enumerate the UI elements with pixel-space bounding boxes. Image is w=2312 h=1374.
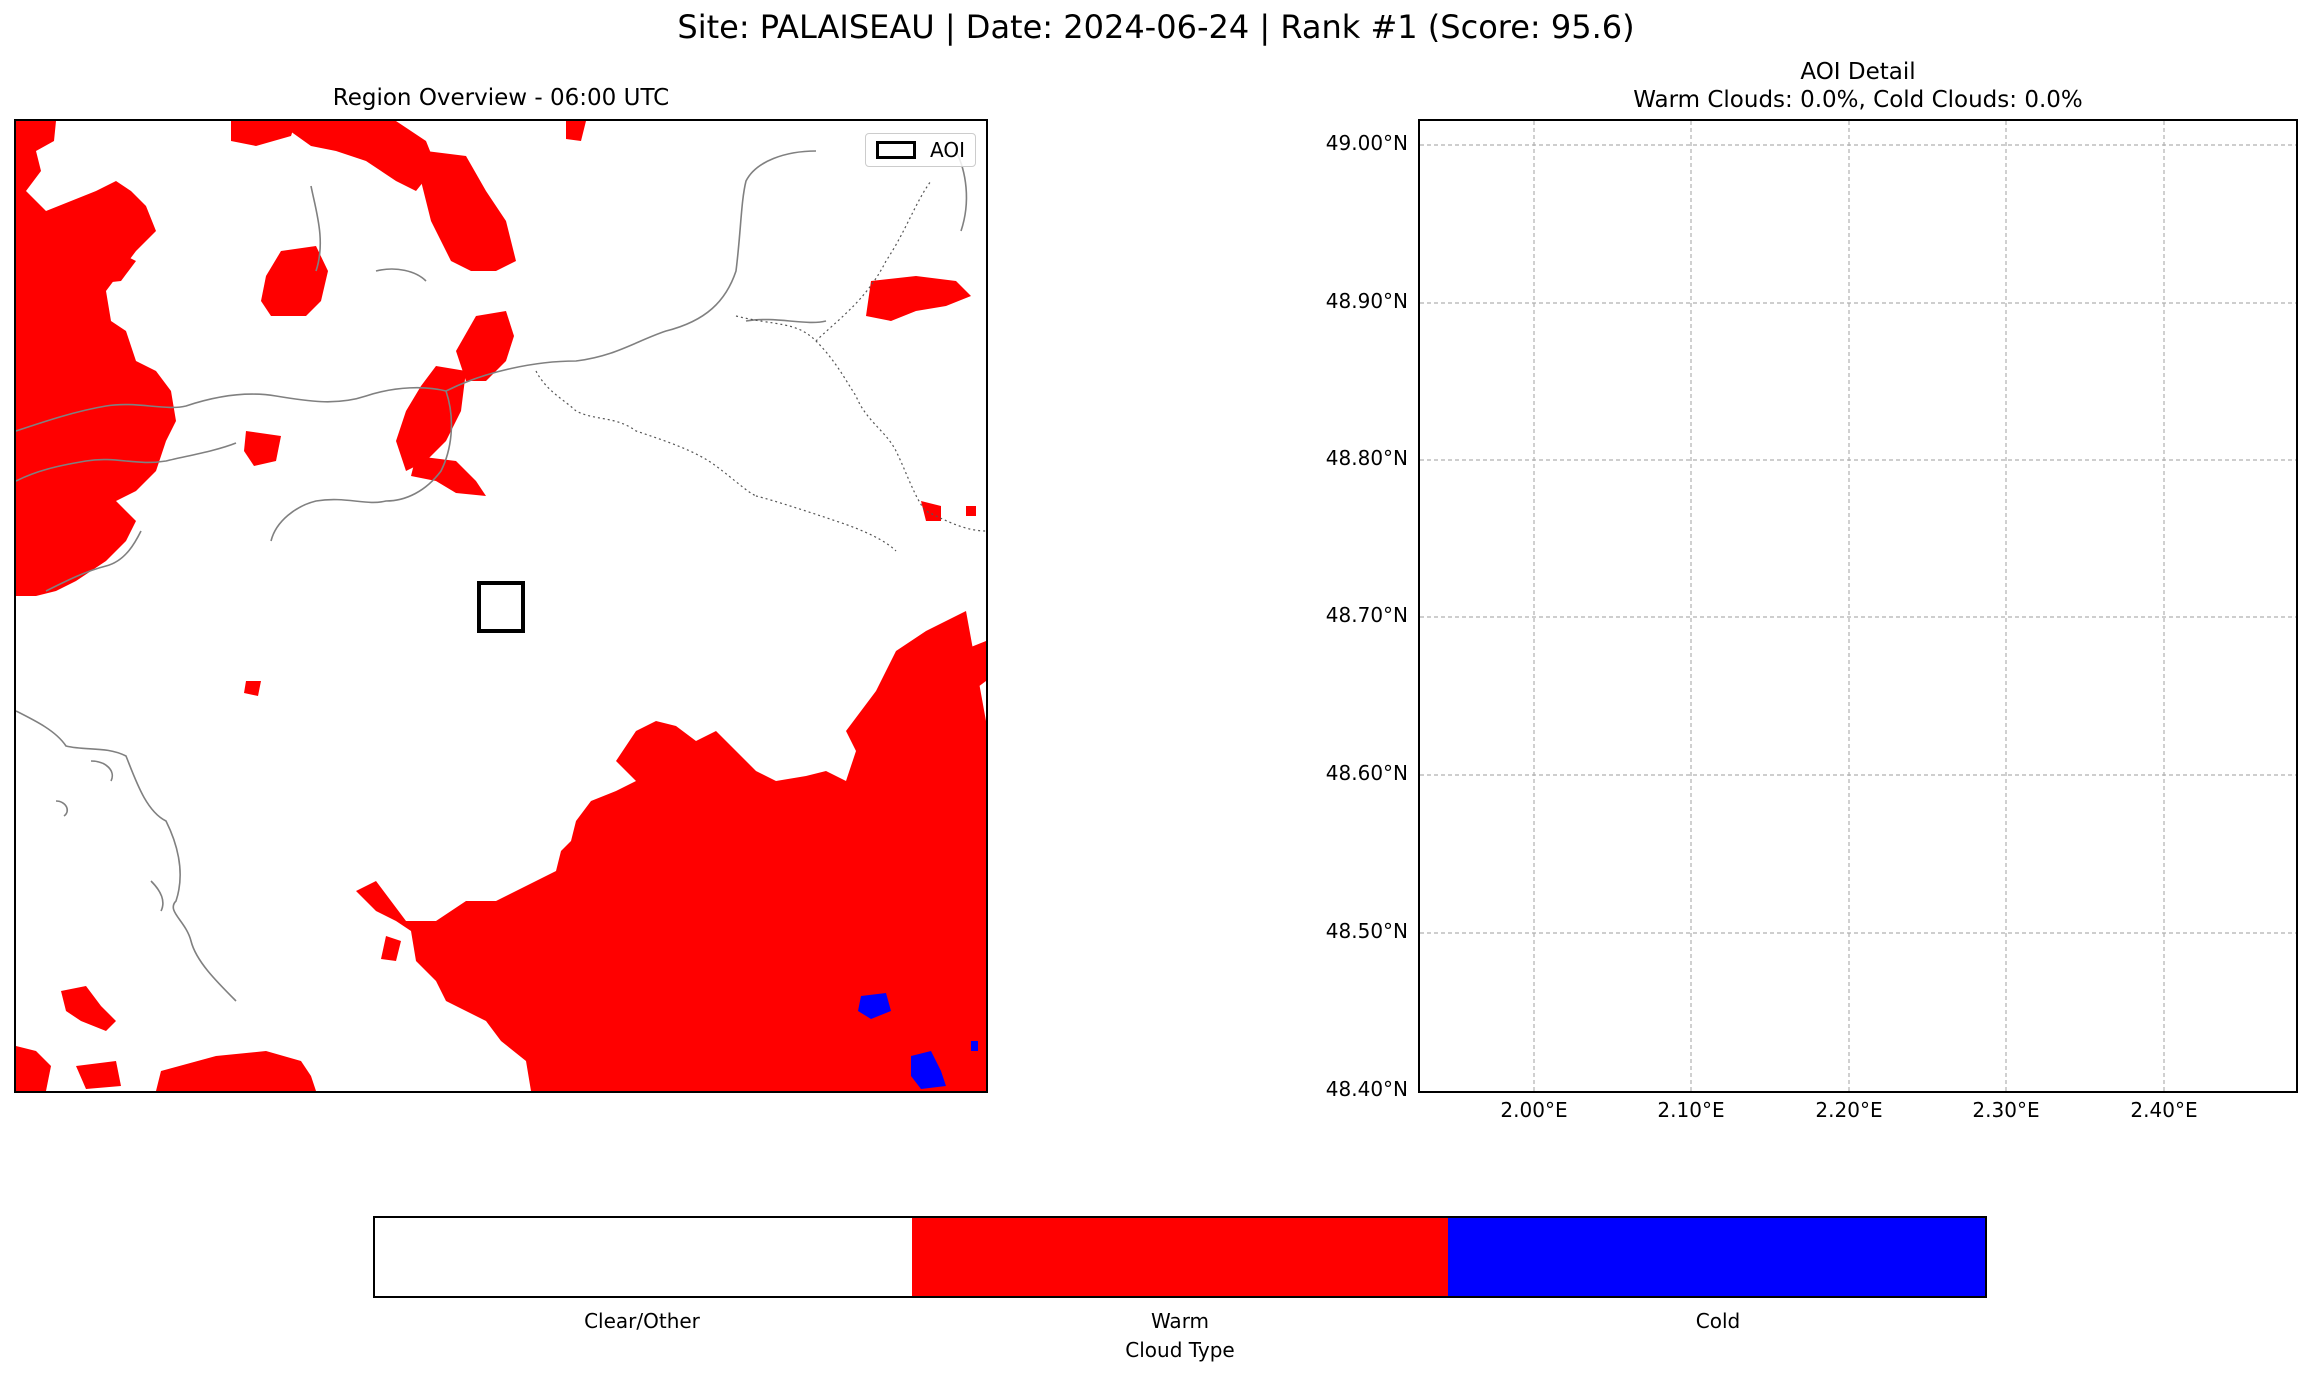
country-border [755,495,897,552]
warm-cloud-region [411,456,486,496]
x-tick-label: 2.10°E [1657,1098,1725,1122]
warm-cloud-region [921,501,941,521]
colorbar-clear-segment [375,1218,912,1296]
coastline [375,268,427,282]
warm-cloud-region [276,121,436,191]
figure-title: Site: PALAISEAU | Date: 2024-06-24 | Ran… [677,8,1635,46]
aoi-detail-map [1418,119,2298,1093]
y-tick-label: 48.50°N [1325,919,1408,943]
country-borders [535,180,986,552]
x-tick-label: 2.40°E [2130,1098,2198,1122]
region-overview-title: Region Overview - 06:00 UTC [332,85,670,111]
warm-cloud-region [531,941,556,961]
warm-cloud-region [244,431,281,466]
warm-cloud-region [261,246,328,316]
warm-cloud-region [566,121,586,141]
colorbar-warm-segment [911,1218,1449,1296]
coastline [16,710,237,1002]
country-border [535,370,757,497]
coastline [90,760,113,782]
warm-cloud-region [871,816,906,846]
warm-cloud-region [866,276,971,321]
warm-cloud-region [356,611,986,1091]
cold-cloud-region [858,993,891,1019]
coastline [445,150,817,392]
warm-cloud-region [244,681,261,696]
coastline [745,318,827,324]
x-tick-label: 2.30°E [1972,1098,2040,1122]
cloud-mask-cold [858,993,978,1089]
y-tick-label: 48.40°N [1325,1077,1408,1101]
warm-cloud-region [651,956,676,976]
warm-cloud-region [381,936,401,961]
region-overview-map: AOI [14,119,988,1093]
y-tick-label: 48.80°N [1325,446,1408,470]
warm-cloud-region [231,121,296,146]
coastline [270,390,453,542]
aoi-detail-title: AOI Detail [1800,59,1916,85]
warm-cloud-region [51,246,136,286]
aoi-box [477,581,525,633]
y-tick-label: 48.60°N [1325,761,1408,785]
y-tick-label: 48.90°N [1325,289,1408,313]
region-overview-svg [16,121,986,1091]
country-border [735,315,986,532]
colorbar-label-cold: Cold [1695,1309,1741,1333]
warm-cloud-region [421,151,516,271]
coastline [150,880,164,912]
warm-cloud-region [456,311,514,381]
warm-cloud-region [916,851,956,886]
cold-cloud-region [911,1051,946,1089]
coastline [45,530,142,592]
aoi-legend-swatch [876,141,917,159]
map-legend: AOI [865,133,976,167]
coastline [16,442,237,482]
colorbar-label-clear: Clear/Other [584,1309,700,1333]
warm-cloud-region [126,371,166,406]
cold-cloud-region [971,1041,978,1051]
coastline [310,185,322,272]
colorbar-title: Cloud Type [1125,1338,1235,1362]
aoi-detail-subtitle: Warm Clouds: 0.0%, Cold Clouds: 0.0% [1633,87,2083,113]
aoi-legend-label: AOI [930,138,965,162]
cloud-mask-warm [16,121,986,1091]
x-tick-label: 2.00°E [1500,1098,1568,1122]
colorbar [373,1216,1987,1298]
aoi-detail-gridlines [1420,121,2296,1091]
coastline [16,386,447,432]
warm-cloud-region [16,121,176,596]
warm-cloud-region [76,1061,121,1089]
warm-cloud-region [156,1051,316,1091]
warm-cloud-region [966,506,976,516]
country-border [815,180,932,342]
warm-cloud-region [61,986,116,1031]
coastline [55,800,68,817]
colorbar-cold-segment [1448,1218,1986,1296]
x-tick-label: 2.20°E [1815,1098,1883,1122]
warm-cloud-region [396,366,466,471]
y-tick-label: 48.70°N [1325,603,1408,627]
y-tick-label: 49.00°N [1325,131,1408,155]
colorbar-label-warm: Warm [1150,1309,1210,1333]
warm-cloud-region [16,1046,51,1091]
